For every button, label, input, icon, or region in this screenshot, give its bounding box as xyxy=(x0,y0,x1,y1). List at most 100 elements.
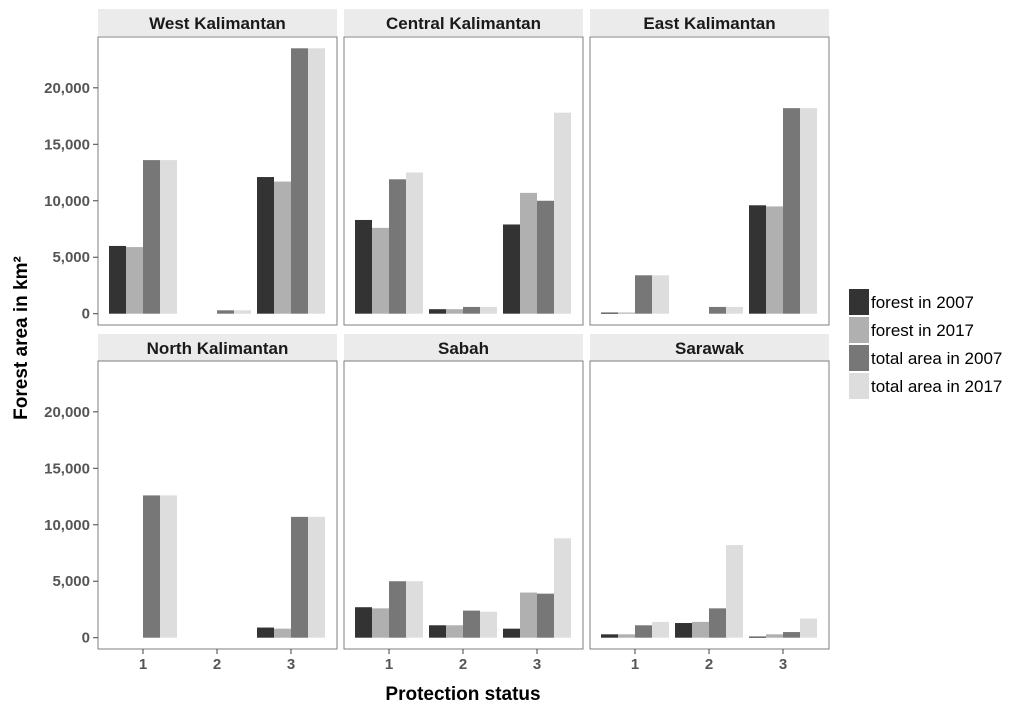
bar-forest-in-2017-cat-2 xyxy=(446,625,463,638)
bar-total-area-in-2017-cat-2 xyxy=(480,611,497,638)
bar-forest-in-2017-cat-3 xyxy=(274,628,291,638)
x-tick-label: 2 xyxy=(705,656,713,673)
panel-background xyxy=(589,360,830,650)
bar-forest-in-2017-cat-1 xyxy=(372,608,389,638)
bar-forest-in-2017-cat-2 xyxy=(446,309,463,314)
bar-total-area-in-2007-cat-1 xyxy=(635,275,652,314)
bar-forest-in-2017-cat-3 xyxy=(274,181,291,314)
panel-title: West Kalimantan xyxy=(149,14,286,33)
bar-total-area-in-2007-cat-3 xyxy=(291,48,308,314)
x-tick-label: 3 xyxy=(779,656,787,673)
bar-total-area-in-2007-cat-1 xyxy=(143,495,160,638)
bar-total-area-in-2017-cat-1 xyxy=(652,621,669,638)
bar-forest-in-2017-cat-3 xyxy=(766,206,783,314)
y-tick-label: 0 xyxy=(82,630,90,647)
panel-title: Sabah xyxy=(438,339,489,358)
bar-total-area-in-2017-cat-3 xyxy=(308,516,325,638)
bar-forest-in-2007-cat-3 xyxy=(257,177,274,314)
panel-strip xyxy=(590,334,829,361)
legend-key xyxy=(849,317,869,343)
bar-forest-in-2007-cat-2 xyxy=(675,623,692,638)
bar-forest-in-2007-cat-3 xyxy=(503,224,520,314)
bar-total-area-in-2017-cat-2 xyxy=(726,306,743,314)
panel-title: North Kalimantan xyxy=(147,339,289,358)
bar-forest-in-2017-cat-2 xyxy=(692,621,709,638)
legend-label: forest in 2007 xyxy=(871,293,974,312)
bar-forest-in-2007-cat-1 xyxy=(601,634,618,638)
bar-forest-in-2017-cat-1 xyxy=(618,312,635,314)
legend-item-total-area-in-2007: total area in 2007 xyxy=(849,345,1002,371)
bar-total-area-in-2017-cat-3 xyxy=(800,108,817,314)
y-tick-label: 10,000 xyxy=(44,193,90,210)
legend-key xyxy=(849,373,869,399)
bar-forest-in-2007-cat-3 xyxy=(503,628,520,638)
panel-sabah: Sabah xyxy=(343,334,584,650)
y-tick-label: 20,000 xyxy=(44,80,90,97)
panel-west-kalimantan: West Kalimantan xyxy=(97,9,338,326)
panel-title: Central Kalimantan xyxy=(386,14,541,33)
panel-title: Sarawak xyxy=(675,339,745,358)
bar-total-area-in-2017-cat-3 xyxy=(800,618,817,638)
bar-total-area-in-2007-cat-3 xyxy=(291,516,308,638)
panel-sarawak: Sarawak xyxy=(589,334,830,650)
bar-total-area-in-2007-cat-3 xyxy=(783,632,800,638)
bar-total-area-in-2017-cat-1 xyxy=(406,172,423,314)
legend-item-total-area-in-2017: total area in 2017 xyxy=(849,373,1002,399)
legend-label: total area in 2017 xyxy=(871,377,1002,396)
x-tick-label: 2 xyxy=(213,656,221,673)
bar-forest-in-2007-cat-1 xyxy=(355,607,372,638)
bar-forest-in-2017-cat-3 xyxy=(766,634,783,638)
legend: forest in 2007 forest in 2017 total area i… xyxy=(849,289,1002,399)
bar-total-area-in-2007-cat-1 xyxy=(389,179,406,314)
bar-total-area-in-2017-cat-3 xyxy=(308,48,325,314)
bar-total-area-in-2007-cat-3 xyxy=(537,200,554,314)
bar-total-area-in-2017-cat-3 xyxy=(554,112,571,314)
bar-forest-in-2017-cat-1 xyxy=(126,247,143,314)
bar-forest-in-2017-cat-3 xyxy=(520,592,537,638)
bar-total-area-in-2017-cat-2 xyxy=(726,545,743,638)
y-tick-label: 20,000 xyxy=(44,404,90,421)
bar-forest-in-2007-cat-3 xyxy=(749,205,766,314)
x-tick-label: 1 xyxy=(631,656,639,673)
bar-total-area-in-2007-cat-2 xyxy=(217,310,234,314)
bar-total-area-in-2007-cat-1 xyxy=(143,160,160,314)
legend-item-forest-in-2017: forest in 2017 xyxy=(849,317,974,343)
y-tick-label: 15,000 xyxy=(44,460,90,477)
bar-forest-in-2007-cat-2 xyxy=(429,625,446,638)
bar-total-area-in-2017-cat-2 xyxy=(234,310,251,314)
bar-forest-in-2017-cat-3 xyxy=(520,192,537,314)
bar-total-area-in-2007-cat-2 xyxy=(463,610,480,638)
bar-forest-in-2017-cat-1 xyxy=(618,634,635,638)
x-tick-label: 2 xyxy=(459,656,467,673)
panel-strip xyxy=(344,9,583,36)
bar-total-area-in-2007-cat-1 xyxy=(389,581,406,638)
chart-panels: West Kalimantan Central Kalimantan East Ka… xyxy=(97,9,830,650)
panel-north-kalimantan: North Kalimantan xyxy=(97,334,338,650)
legend-label: total area in 2007 xyxy=(871,349,1002,368)
y-tick-label: 0 xyxy=(82,306,90,323)
x-axis-title: Protection status xyxy=(385,684,540,704)
legend-item-forest-in-2007: forest in 2007 xyxy=(849,289,974,315)
bar-total-area-in-2007-cat-1 xyxy=(635,625,652,638)
bar-total-area-in-2007-cat-2 xyxy=(709,608,726,638)
bar-forest-in-2007-cat-1 xyxy=(601,312,618,314)
bar-forest-in-2007-cat-3 xyxy=(749,636,766,638)
bar-total-area-in-2017-cat-2 xyxy=(480,306,497,314)
panel-east-kalimantan: East Kalimantan xyxy=(589,9,830,326)
bar-total-area-in-2007-cat-3 xyxy=(783,108,800,314)
panel-strip xyxy=(98,9,337,36)
panel-central-kalimantan: Central Kalimantan xyxy=(343,9,584,326)
panel-strip xyxy=(98,334,337,361)
bar-total-area-in-2017-cat-1 xyxy=(160,160,177,314)
panel-strip xyxy=(590,9,829,36)
x-tick-label: 1 xyxy=(139,656,147,673)
bar-total-area-in-2017-cat-1 xyxy=(406,581,423,638)
bar-forest-in-2007-cat-2 xyxy=(429,309,446,314)
y-tick-label: 5,000 xyxy=(52,249,90,266)
y-axes: 0 5,000 10,000 15,000 20,000 0 5,000 10,000 15,0… xyxy=(44,80,98,647)
bar-forest-in-2007-cat-1 xyxy=(355,219,372,314)
y-tick-label: 5,000 xyxy=(52,573,90,590)
bar-total-area-in-2017-cat-1 xyxy=(652,275,669,314)
legend-key xyxy=(849,289,869,315)
